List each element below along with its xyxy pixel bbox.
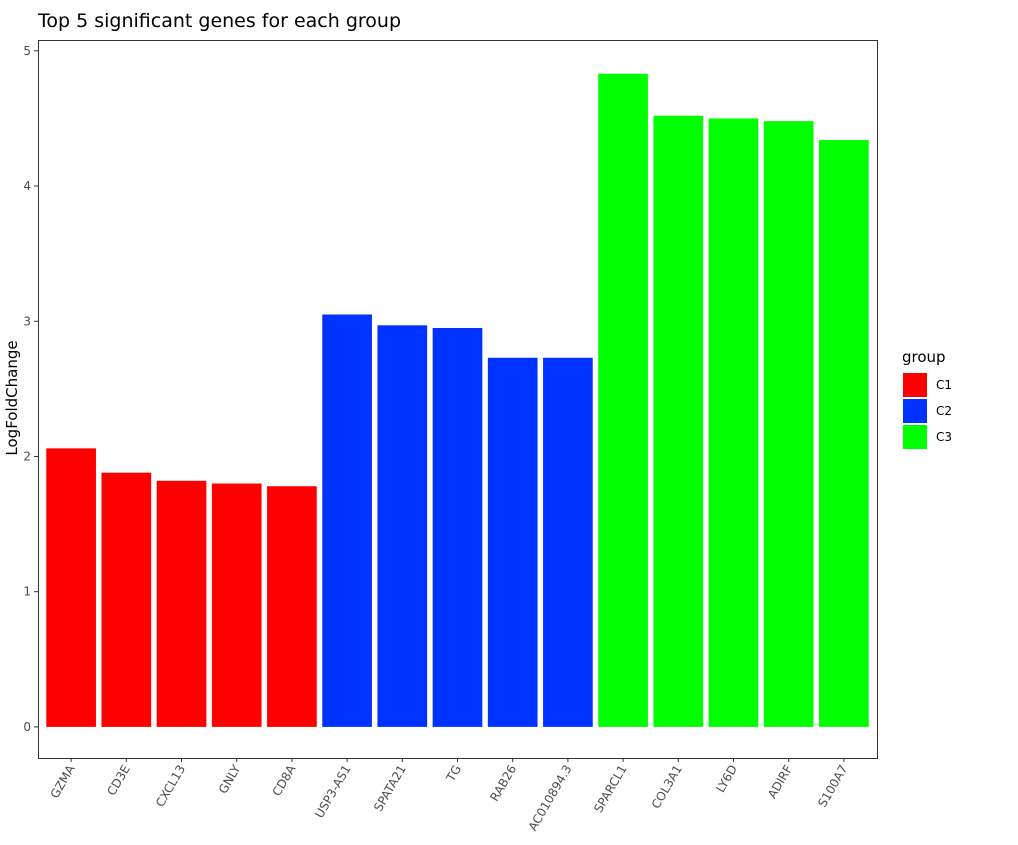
bar [211, 483, 262, 727]
x-tick-label: ADIRF [765, 762, 795, 800]
bar [708, 118, 759, 727]
x-tick-label: USP3-AS1 [312, 763, 354, 821]
bars [46, 73, 869, 727]
y-axis: 0 1 2 3 4 5 [23, 44, 38, 734]
bar [432, 328, 483, 727]
bar [46, 448, 96, 727]
legend-title: group [902, 348, 946, 366]
legend-key-swatch [903, 425, 927, 449]
x-tick-label: AC010894.3 [526, 763, 575, 834]
x-tick-label: GZMA [48, 762, 79, 801]
x-tick-label: RAB26 [487, 763, 519, 804]
bar [267, 486, 317, 727]
bar [101, 472, 152, 727]
bar [487, 357, 538, 727]
legend-key-swatch [903, 399, 927, 423]
x-tick-label: S100A7 [815, 763, 850, 810]
bar [156, 480, 207, 727]
bar [763, 121, 814, 727]
x-tick-label: CXCL13 [153, 763, 188, 810]
x-tick-label: SPARCL1 [591, 763, 629, 816]
bar [653, 115, 704, 727]
legend-key-label: C2 [936, 404, 952, 418]
x-tick-label: LY6D [713, 763, 740, 795]
x-tick-label: CD3E [104, 763, 133, 798]
bar [819, 140, 869, 727]
legend: group C1 C2 C3 [902, 348, 952, 449]
x-tick-label: COL3A1 [649, 763, 685, 812]
y-tick-label: 4 [23, 179, 31, 193]
bar [543, 357, 593, 727]
bar [322, 314, 372, 727]
bar [377, 325, 428, 727]
x-tick-label: TG [443, 763, 464, 785]
x-tick-label: GNLY [216, 762, 244, 796]
legend-key-label: C1 [936, 378, 952, 392]
y-tick-label: 0 [23, 720, 31, 734]
y-axis-title: LogFoldChange [3, 340, 21, 455]
y-tick-label: 1 [23, 585, 31, 599]
y-tick-label: 5 [23, 44, 31, 58]
x-tick-label: CD8A [270, 762, 299, 799]
legend-key-label: C3 [936, 430, 952, 444]
bar [598, 73, 648, 727]
chart-title: Top 5 significant genes for each group [37, 10, 401, 32]
x-axis: GZMA CD3E CXCL13 GNLY CD8A USP3-AS1 SPATA21 TG R… [48, 758, 850, 834]
legend-key-swatch [903, 373, 927, 397]
x-tick-label: SPATA21 [371, 763, 409, 814]
y-tick-label: 3 [23, 314, 31, 328]
y-tick-label: 2 [23, 449, 31, 463]
